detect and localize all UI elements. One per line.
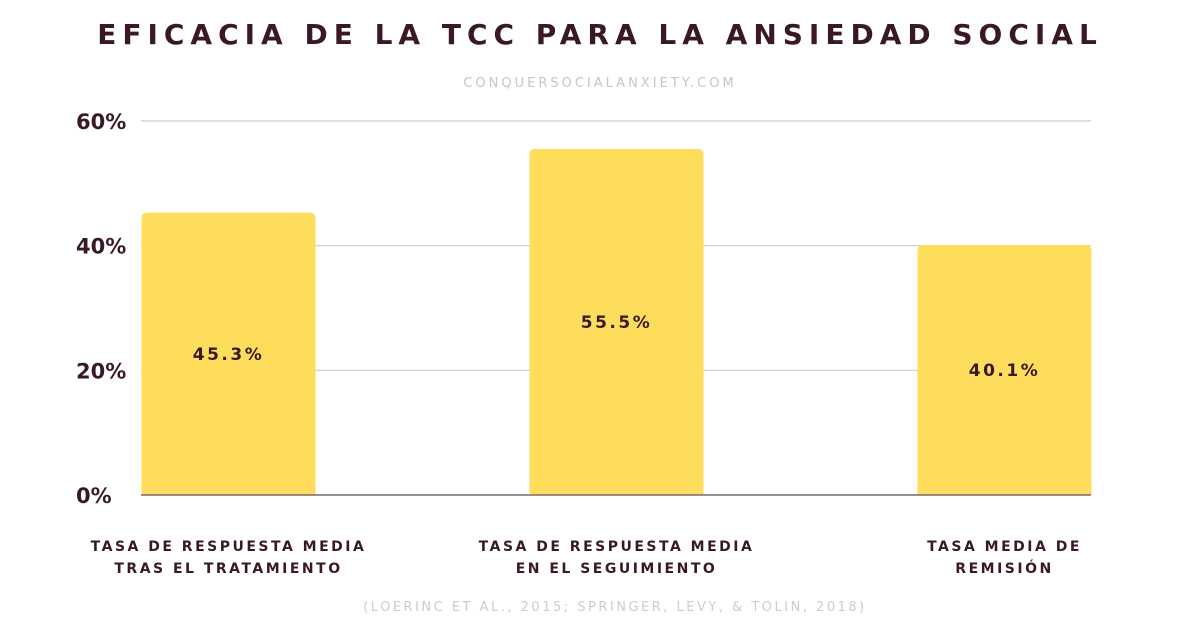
category-label: EN EL SEGUIMIENTO <box>516 561 718 577</box>
y-tick-label: 20% <box>76 359 126 383</box>
y-tick-label: 60% <box>76 110 126 134</box>
bar <box>141 212 316 495</box>
bar-value-label: 55.5% <box>581 313 652 333</box>
bar-value-label: 45.3% <box>193 345 264 365</box>
category-label: TASA DE RESPUESTA MEDIA <box>91 539 367 555</box>
source-citation: (LOERINC ET AL., 2015; SPRINGER, LEVY, &… <box>363 600 867 615</box>
category-label: REMISIÓN <box>955 559 1053 577</box>
bar-value-label: 40.1% <box>969 361 1040 381</box>
category-label: TASA DE RESPUESTA MEDIA <box>479 539 755 555</box>
category-label: TRAS EL TRATAMIENTO <box>114 561 342 577</box>
chart-subtitle: CONQUERSOCIALANXIETY.COM <box>463 76 737 91</box>
y-tick-label: 0% <box>76 484 112 508</box>
category-label: TASA MEDIA DE <box>927 539 1082 555</box>
bar <box>529 149 704 496</box>
y-tick-label: 40% <box>76 235 126 259</box>
chart-title: EFICACIA DE LA TCC PARA LA ANSIEDAD SOCI… <box>97 18 1103 51</box>
bar <box>917 245 1092 495</box>
